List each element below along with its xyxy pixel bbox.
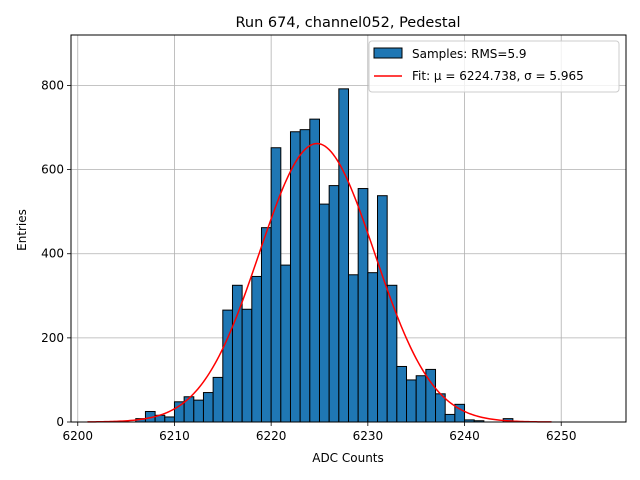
- gaussian-fit: [87, 142, 552, 423]
- histogram-bar: [260, 227, 272, 423]
- legend-bar-swatch: [373, 47, 403, 59]
- histogram-bar: [338, 88, 350, 423]
- histogram-bar: [386, 284, 398, 423]
- histogram-bar: [222, 309, 233, 423]
- histogram-bar: [444, 413, 456, 423]
- histogram-bar: [164, 416, 175, 423]
- y-tick-label: 0: [56, 415, 64, 429]
- y-axis-label: Entries: [15, 209, 29, 251]
- legend-fit-label: Fit: μ = 6224.738, σ = 5.965: [412, 69, 584, 83]
- x-tick-label: 6230: [353, 429, 384, 443]
- histogram-bar: [299, 129, 311, 423]
- histogram-bar: [173, 401, 185, 423]
- fit-curve: [87, 142, 552, 423]
- x-tick-label: 6200: [62, 429, 93, 443]
- histogram-bar: [377, 195, 388, 423]
- histogram-bar: [406, 379, 417, 423]
- histogram-bar: [415, 375, 427, 423]
- y-tick-label: 800: [41, 78, 64, 92]
- histogram-bar: [202, 392, 214, 423]
- histogram-bar: [251, 275, 262, 423]
- x-tick-label: 6220: [256, 429, 287, 443]
- y-ticks: 0 200 400 600 800: [41, 78, 71, 429]
- histogram-bar: [289, 131, 301, 423]
- histogram-bar: [318, 203, 330, 423]
- legend-samples-label: Samples: RMS=5.9: [412, 47, 527, 61]
- histogram-bar: [396, 365, 408, 423]
- plot-frame: [70, 34, 627, 423]
- chart-title: Run 674, channel052, Pedestal: [235, 15, 460, 31]
- x-axis-label: ADC Counts: [312, 451, 384, 465]
- histogram-bar: [357, 188, 369, 423]
- histogram-bar: [270, 147, 282, 423]
- y-tick-label: 400: [41, 247, 64, 261]
- histogram-bar: [328, 185, 340, 423]
- x-tick-label: 6240: [449, 429, 480, 443]
- histogram-bar: [280, 264, 291, 423]
- legend-frame: [368, 40, 620, 93]
- y-tick-label: 200: [41, 331, 64, 345]
- histogram-bar: [241, 308, 253, 423]
- axes: [70, 34, 627, 423]
- x-ticks: 6200 6210 6220 6230 6240 6250: [62, 422, 576, 443]
- legend: Samples: RMS=5.9 Fit: μ = 6224.738, σ = …: [368, 40, 620, 93]
- histogram-bar: [212, 376, 224, 423]
- histogram-bar: [309, 118, 320, 423]
- x-tick-label: 6250: [546, 429, 577, 443]
- histogram-bar: [348, 274, 359, 423]
- y-tick-label: 600: [41, 163, 64, 177]
- histogram-bar: [193, 399, 204, 423]
- histogram-bar: [367, 272, 379, 423]
- x-tick-label: 6210: [159, 429, 190, 443]
